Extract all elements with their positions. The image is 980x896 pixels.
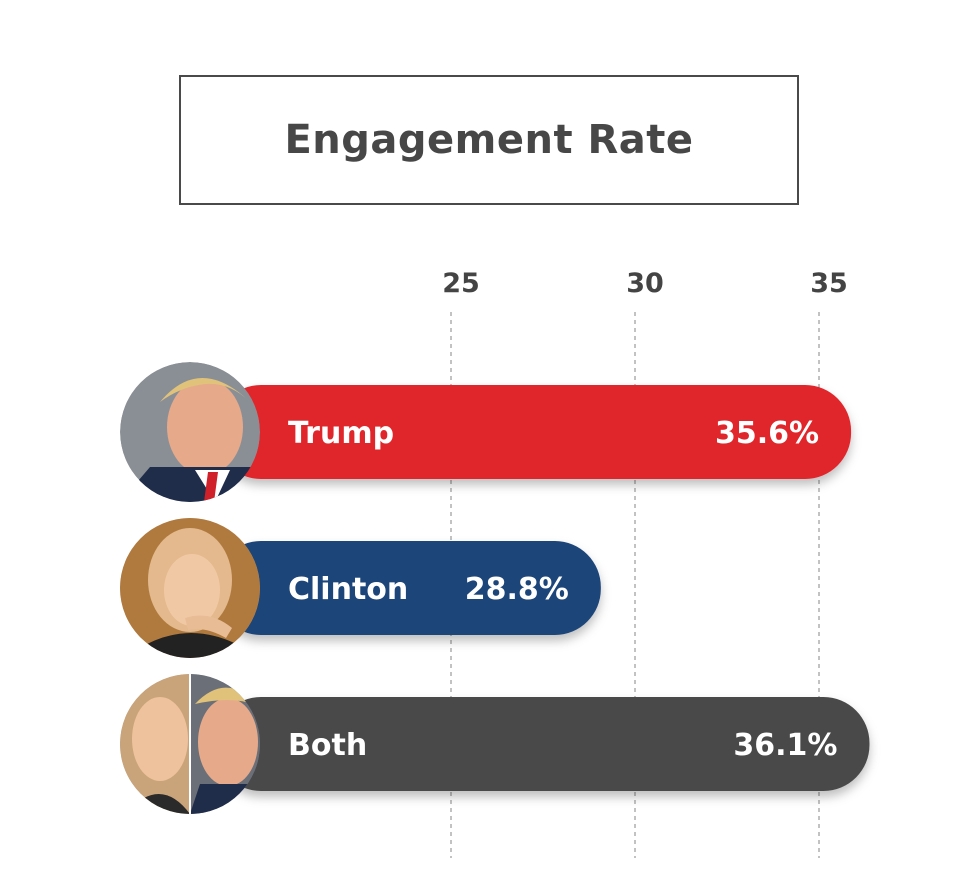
chart-title: Engagement Rate <box>284 117 694 163</box>
bar-label-clinton: Clinton <box>288 572 408 607</box>
bar-label-both: Both <box>288 728 367 763</box>
x-tick-label-35: 35 <box>810 268 848 299</box>
bar-trump <box>215 385 852 479</box>
chart-title-box: Engagement Rate <box>179 75 799 205</box>
bar-both <box>215 697 870 791</box>
bar-clinton <box>215 541 601 635</box>
value-label-both: 36.1% <box>733 728 837 763</box>
portrait-trump-icon <box>120 362 260 502</box>
x-tick-label-30: 30 <box>626 268 664 299</box>
x-tick-label-25: 25 <box>442 268 480 299</box>
portrait-both-icon <box>120 674 260 814</box>
bar-label-trump: Trump <box>288 416 394 451</box>
portrait-clinton-icon <box>120 518 260 658</box>
value-label-trump: 35.6% <box>715 416 819 451</box>
value-label-clinton: 28.8% <box>465 572 569 607</box>
